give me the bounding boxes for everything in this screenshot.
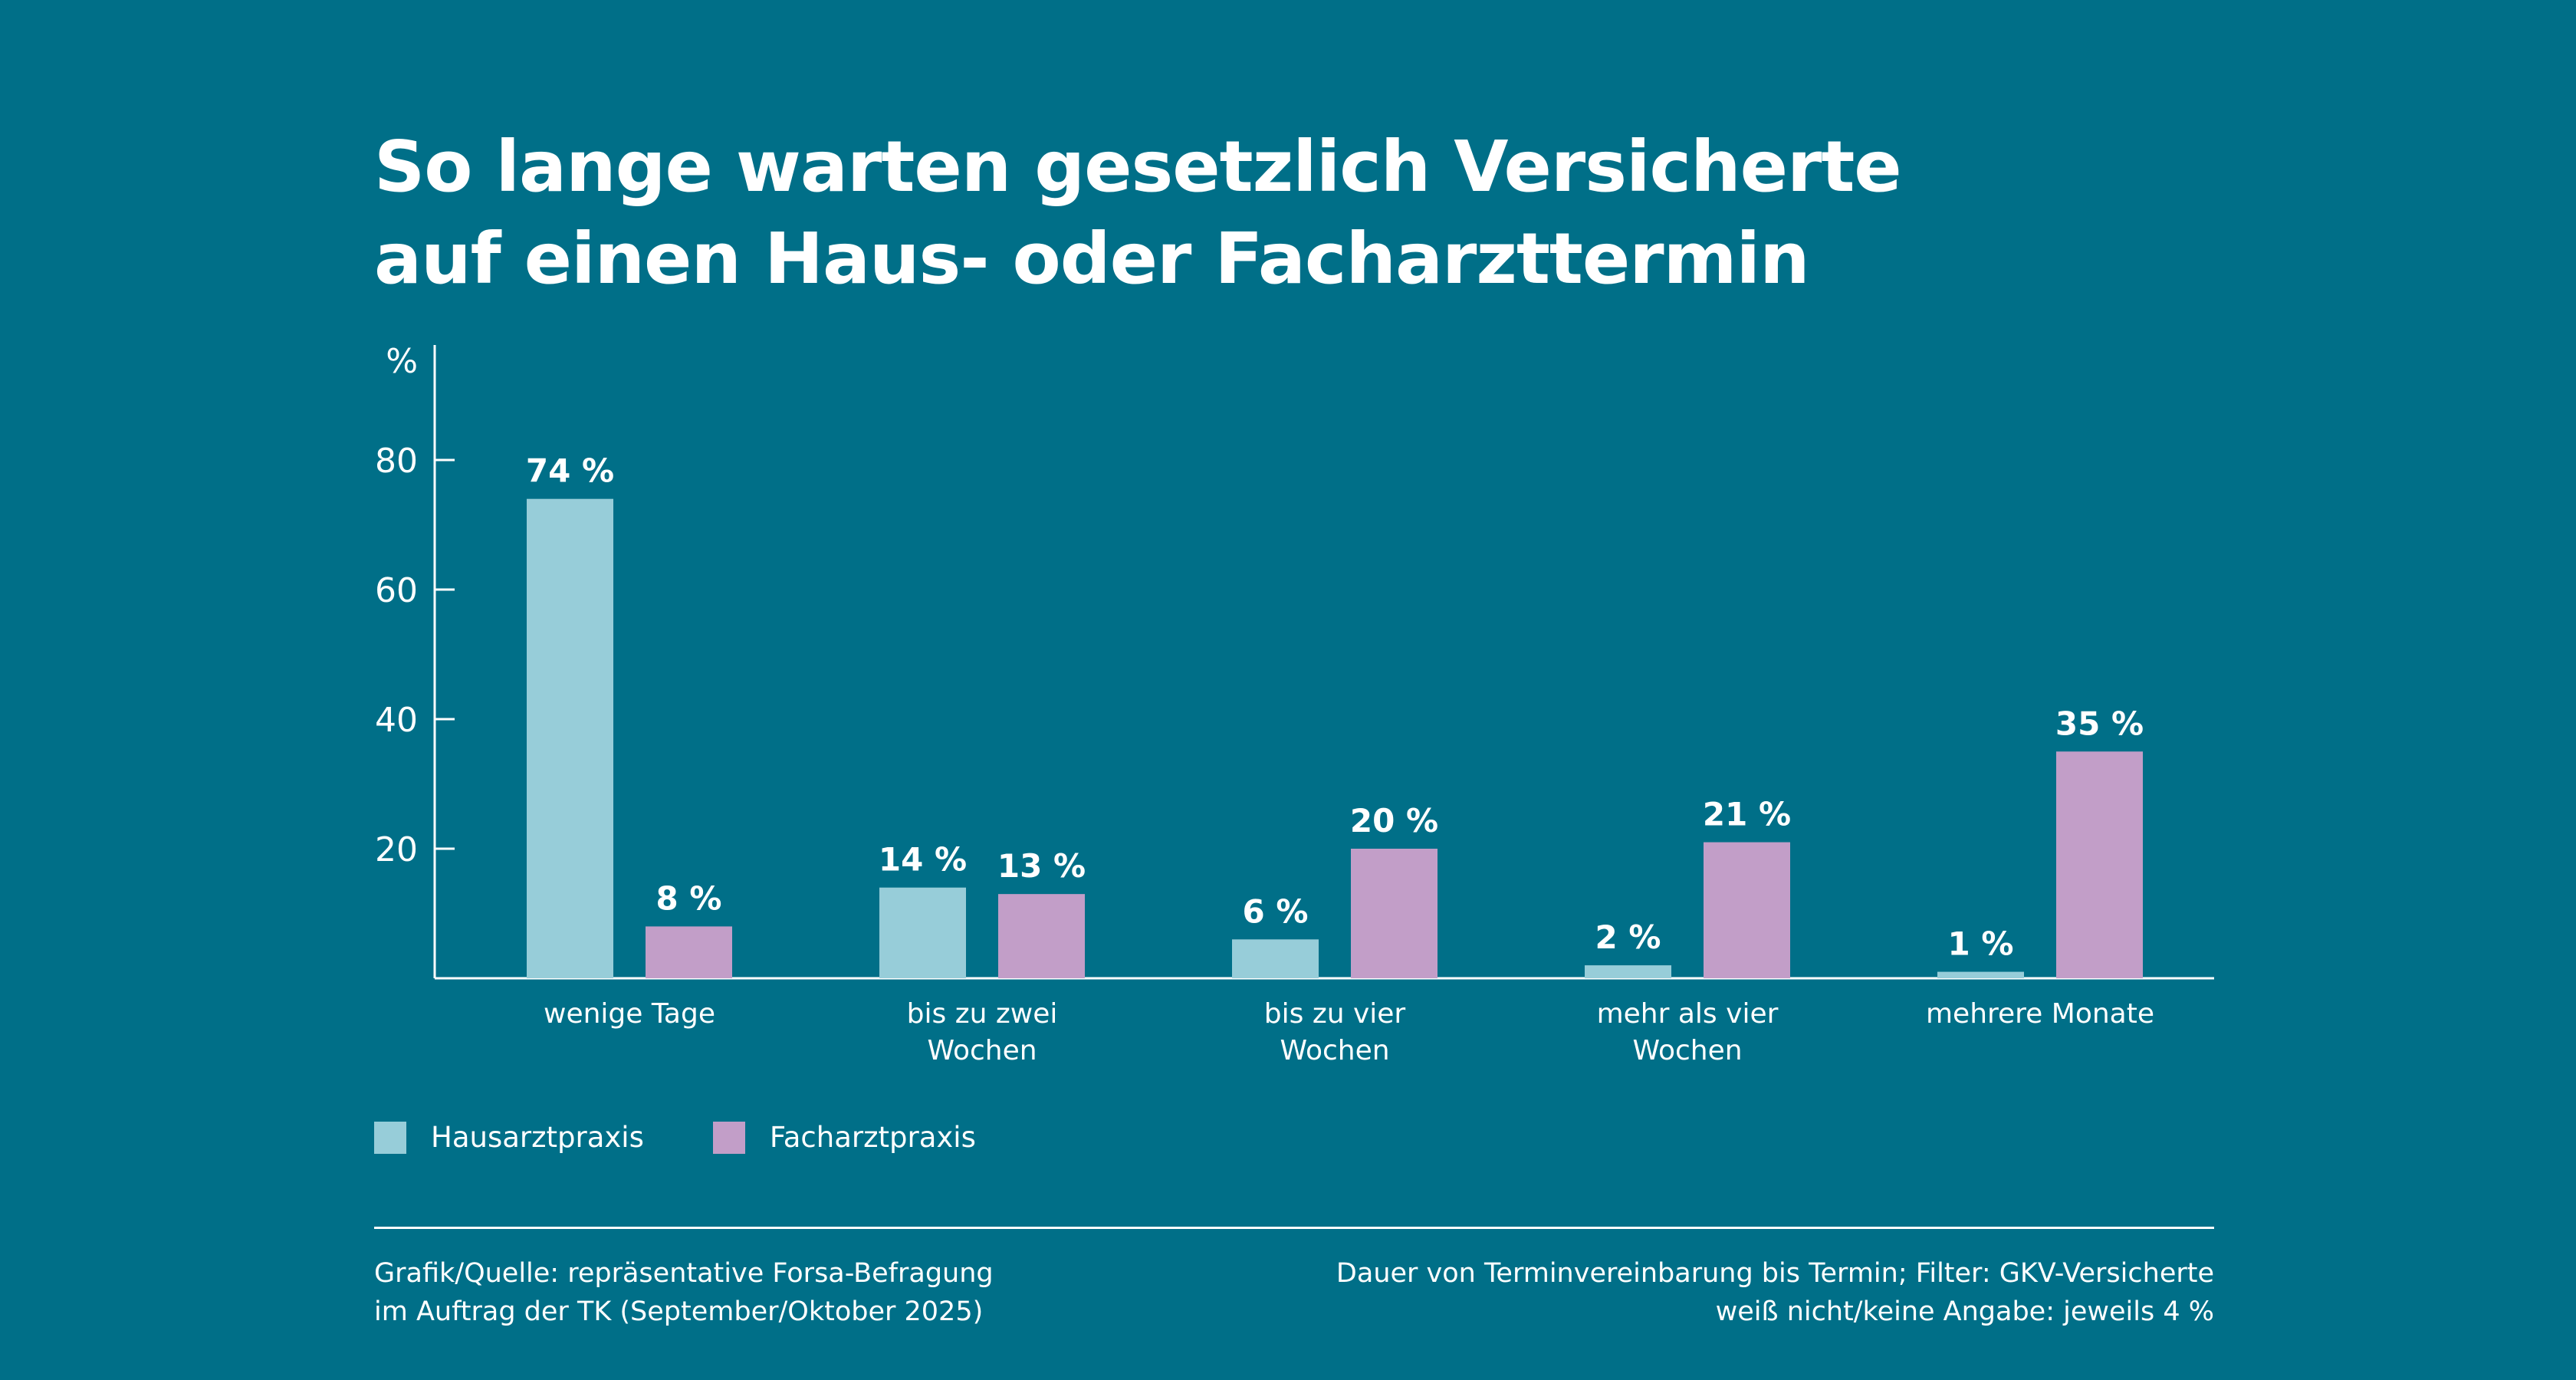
data-label: 21 % bbox=[1703, 796, 1791, 833]
data-label: 2 % bbox=[1595, 918, 1661, 956]
bar-facharzt bbox=[998, 894, 1085, 978]
chart-title: So lange warten gesetzlich Versicherte a… bbox=[374, 121, 1902, 305]
bar-facharzt bbox=[1704, 842, 1790, 978]
source-note: Grafik/Quelle: repräsentative Forsa-Befr… bbox=[374, 1254, 994, 1331]
x-category-label: Wochen bbox=[1632, 1035, 1742, 1066]
bar-chart: % 20 40 60 80 74 % 8 % 14 % 13 % 6 % 20 % 2 % 21 % 1… bbox=[375, 342, 2214, 1066]
legend-item-hausarzt: Hausarztpraxis bbox=[374, 1121, 644, 1154]
legend-swatch-facharzt bbox=[712, 1121, 745, 1154]
bar-facharzt bbox=[646, 926, 732, 978]
method-note: Dauer von Terminvereinbarung bis Termin;… bbox=[1336, 1254, 2214, 1331]
x-category-label: mehrere Monate bbox=[1926, 998, 2154, 1030]
bar-hausarzt bbox=[879, 887, 966, 978]
x-category-label: mehr als vier bbox=[1597, 998, 1779, 1030]
legend: Hausarztpraxis Facharztpraxis bbox=[374, 1121, 1045, 1154]
x-category-label: Wochen bbox=[927, 1035, 1037, 1066]
note-line-2: weiß nicht/keine Angabe: jeweils 4 % bbox=[1715, 1296, 2214, 1327]
source-line-2: im Auftrag der TK (September/Oktober 202… bbox=[374, 1296, 984, 1327]
data-label: 6 % bbox=[1243, 892, 1309, 930]
bar-facharzt bbox=[1351, 849, 1438, 978]
data-label: 14 % bbox=[879, 841, 967, 879]
bar-hausarzt bbox=[1585, 965, 1671, 978]
bar-hausarzt bbox=[1937, 971, 2024, 978]
data-label: 74 % bbox=[526, 452, 614, 490]
axes: % 20 40 60 80 bbox=[375, 342, 2214, 980]
bars bbox=[527, 498, 2143, 978]
y-axis-unit-label: % bbox=[386, 342, 418, 381]
source-line-1: Grafik/Quelle: repräsentative Forsa-Befr… bbox=[374, 1258, 994, 1289]
x-category-label: Wochen bbox=[1280, 1035, 1389, 1066]
chart-title-line-1: So lange warten gesetzlich Versicherte bbox=[374, 126, 1902, 208]
data-label: 8 % bbox=[656, 879, 722, 917]
y-tick-label: 40 bbox=[375, 701, 418, 740]
y-tick-label: 60 bbox=[375, 571, 418, 610]
footer-divider bbox=[374, 1227, 2214, 1229]
legend-item-facharzt: Facharztpraxis bbox=[712, 1121, 976, 1154]
legend-label-hausarzt: Hausarztpraxis bbox=[431, 1121, 644, 1154]
bar-hausarzt bbox=[527, 498, 613, 978]
note-line-1: Dauer von Terminvereinbarung bis Termin;… bbox=[1336, 1258, 2214, 1289]
bar-facharzt bbox=[2056, 751, 2143, 978]
data-label: 20 % bbox=[1350, 802, 1438, 840]
y-tick-label: 20 bbox=[375, 830, 418, 869]
chart-title-line-2: auf einen Haus- oder Facharzttermin bbox=[374, 218, 1810, 300]
x-category-label: bis zu zwei bbox=[907, 998, 1058, 1030]
category-labels: wenige Tage bis zu zwei Wochen bis zu vier W… bbox=[544, 998, 2154, 1066]
y-tick-label: 80 bbox=[375, 442, 418, 481]
x-category-label: bis zu vier bbox=[1264, 998, 1406, 1030]
legend-label-facharzt: Facharztpraxis bbox=[769, 1121, 976, 1154]
legend-swatch-hausarzt bbox=[374, 1121, 406, 1154]
data-label: 1 % bbox=[1948, 925, 2014, 963]
value-labels: 74 % 8 % 14 % 13 % 6 % 20 % 2 % 21 % 1 % 35 % bbox=[526, 452, 2144, 963]
data-label: 35 % bbox=[2055, 705, 2144, 742]
data-label: 13 % bbox=[997, 847, 1086, 885]
bar-hausarzt bbox=[1232, 939, 1319, 978]
x-category-label: wenige Tage bbox=[544, 998, 715, 1030]
